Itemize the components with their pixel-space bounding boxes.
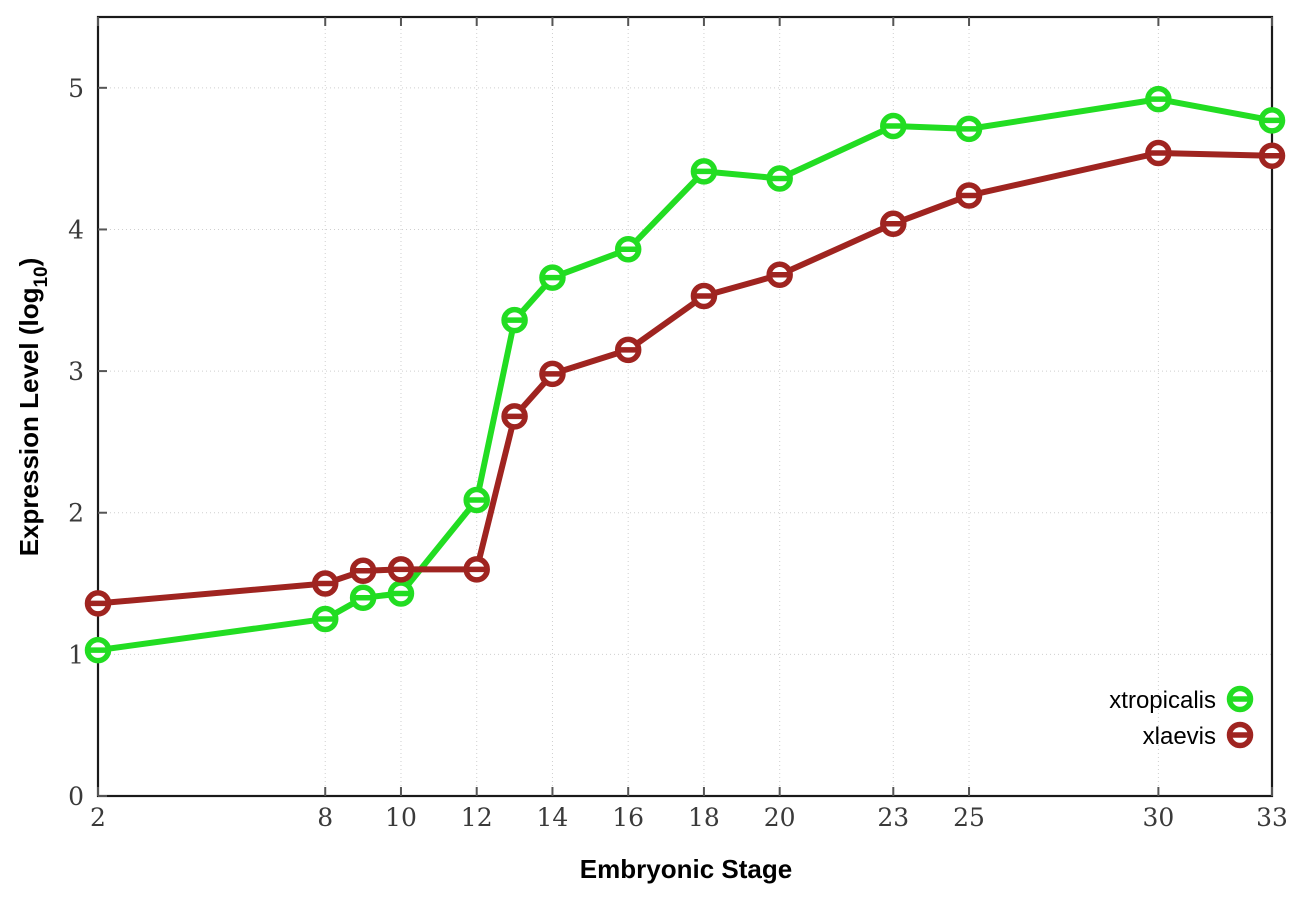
legend-item-xlaevis[interactable]: xlaevis <box>1143 721 1254 750</box>
data-point-marker[interactable] <box>1258 142 1286 170</box>
y-axis-title-end: ) <box>14 258 44 267</box>
data-point-marker[interactable] <box>463 486 490 514</box>
series-xtropicalis <box>84 85 1286 664</box>
y-axis-tick-label: 3 <box>68 357 84 386</box>
x-axis-tick-label: 14 <box>537 803 569 832</box>
x-axis-tick-label: 20 <box>764 803 796 832</box>
legend-label: xtropicalis <box>1109 687 1216 714</box>
x-axis-tick-label: 8 <box>317 803 333 832</box>
data-point-marker[interactable] <box>84 590 112 617</box>
x-axis-tick-label: 33 <box>1256 803 1288 832</box>
x-axis-tick-labels: 2 8 10 12 14 16 18 20 23 25 30 33 <box>90 803 1288 832</box>
data-point-marker[interactable] <box>1258 107 1286 134</box>
data-point-marker[interactable] <box>349 584 377 611</box>
x-axis-tick-label: 18 <box>688 803 720 832</box>
x-axis-title: Embryonic Stage <box>580 854 792 884</box>
x-axis-tick-label: 25 <box>953 803 985 832</box>
y-axis-tick-label: 0 <box>68 782 84 811</box>
y-axis-title-main: Expression Level (log <box>14 288 44 557</box>
data-point-marker[interactable] <box>311 570 339 597</box>
x-axis-tick-label: 12 <box>461 803 493 832</box>
x-axis-tick-label: 2 <box>90 803 106 832</box>
y-axis-title: Expression Level (log10) <box>14 258 52 557</box>
data-point-marker[interactable] <box>766 165 793 192</box>
x-axis-tick-label: 23 <box>877 803 909 832</box>
legend-item-xtropicalis[interactable]: xtropicalis <box>1109 685 1254 714</box>
data-point-marker[interactable] <box>501 403 528 430</box>
data-point-marker[interactable] <box>766 261 793 289</box>
x-axis-tick-label: 16 <box>612 803 644 832</box>
data-point-marker[interactable] <box>387 580 415 607</box>
y-axis-title-subscript: 10 <box>31 266 52 287</box>
y-axis-tick-label: 4 <box>68 215 84 244</box>
data-point-marker[interactable] <box>614 236 642 263</box>
legend: xtropicalis xlaevis <box>1109 685 1254 750</box>
y-axis-tick-labels: 0 1 2 3 4 5 <box>68 74 84 811</box>
data-point-marker[interactable] <box>463 556 490 583</box>
x-axis-tick-label: 30 <box>1142 803 1174 832</box>
data-point-marker[interactable] <box>349 557 377 585</box>
data-point-marker[interactable] <box>1145 139 1172 167</box>
plot-frame <box>96 15 1274 798</box>
svg-text:Expression Level (log10): Expression Level (log10) <box>14 258 52 557</box>
data-point-marker[interactable] <box>501 306 528 334</box>
data-point-marker[interactable] <box>1145 85 1172 113</box>
data-point-marker[interactable] <box>84 636 112 664</box>
data-series-layer <box>84 85 1286 664</box>
data-point-marker[interactable] <box>690 158 718 185</box>
y-axis-tick-label: 1 <box>68 640 84 669</box>
axis-ticks <box>97 17 1273 797</box>
x-axis-tick-label: 10 <box>385 803 417 832</box>
data-point-marker[interactable] <box>614 336 642 364</box>
data-point-marker[interactable] <box>955 182 983 209</box>
legend-label: xlaevis <box>1143 723 1216 750</box>
data-point-marker[interactable] <box>690 282 718 310</box>
data-point-marker[interactable] <box>539 360 566 388</box>
data-point-marker[interactable] <box>880 112 907 140</box>
data-point-marker[interactable] <box>311 605 339 633</box>
y-axis-tick-label: 5 <box>68 74 84 103</box>
plot-border <box>96 15 1274 798</box>
data-point-marker[interactable] <box>539 264 566 291</box>
data-point-marker[interactable] <box>955 115 983 143</box>
data-point-marker[interactable] <box>880 210 907 238</box>
y-axis-tick-label: 2 <box>68 499 84 528</box>
series-xlaevis <box>84 139 1286 617</box>
data-point-marker[interactable] <box>387 556 415 583</box>
